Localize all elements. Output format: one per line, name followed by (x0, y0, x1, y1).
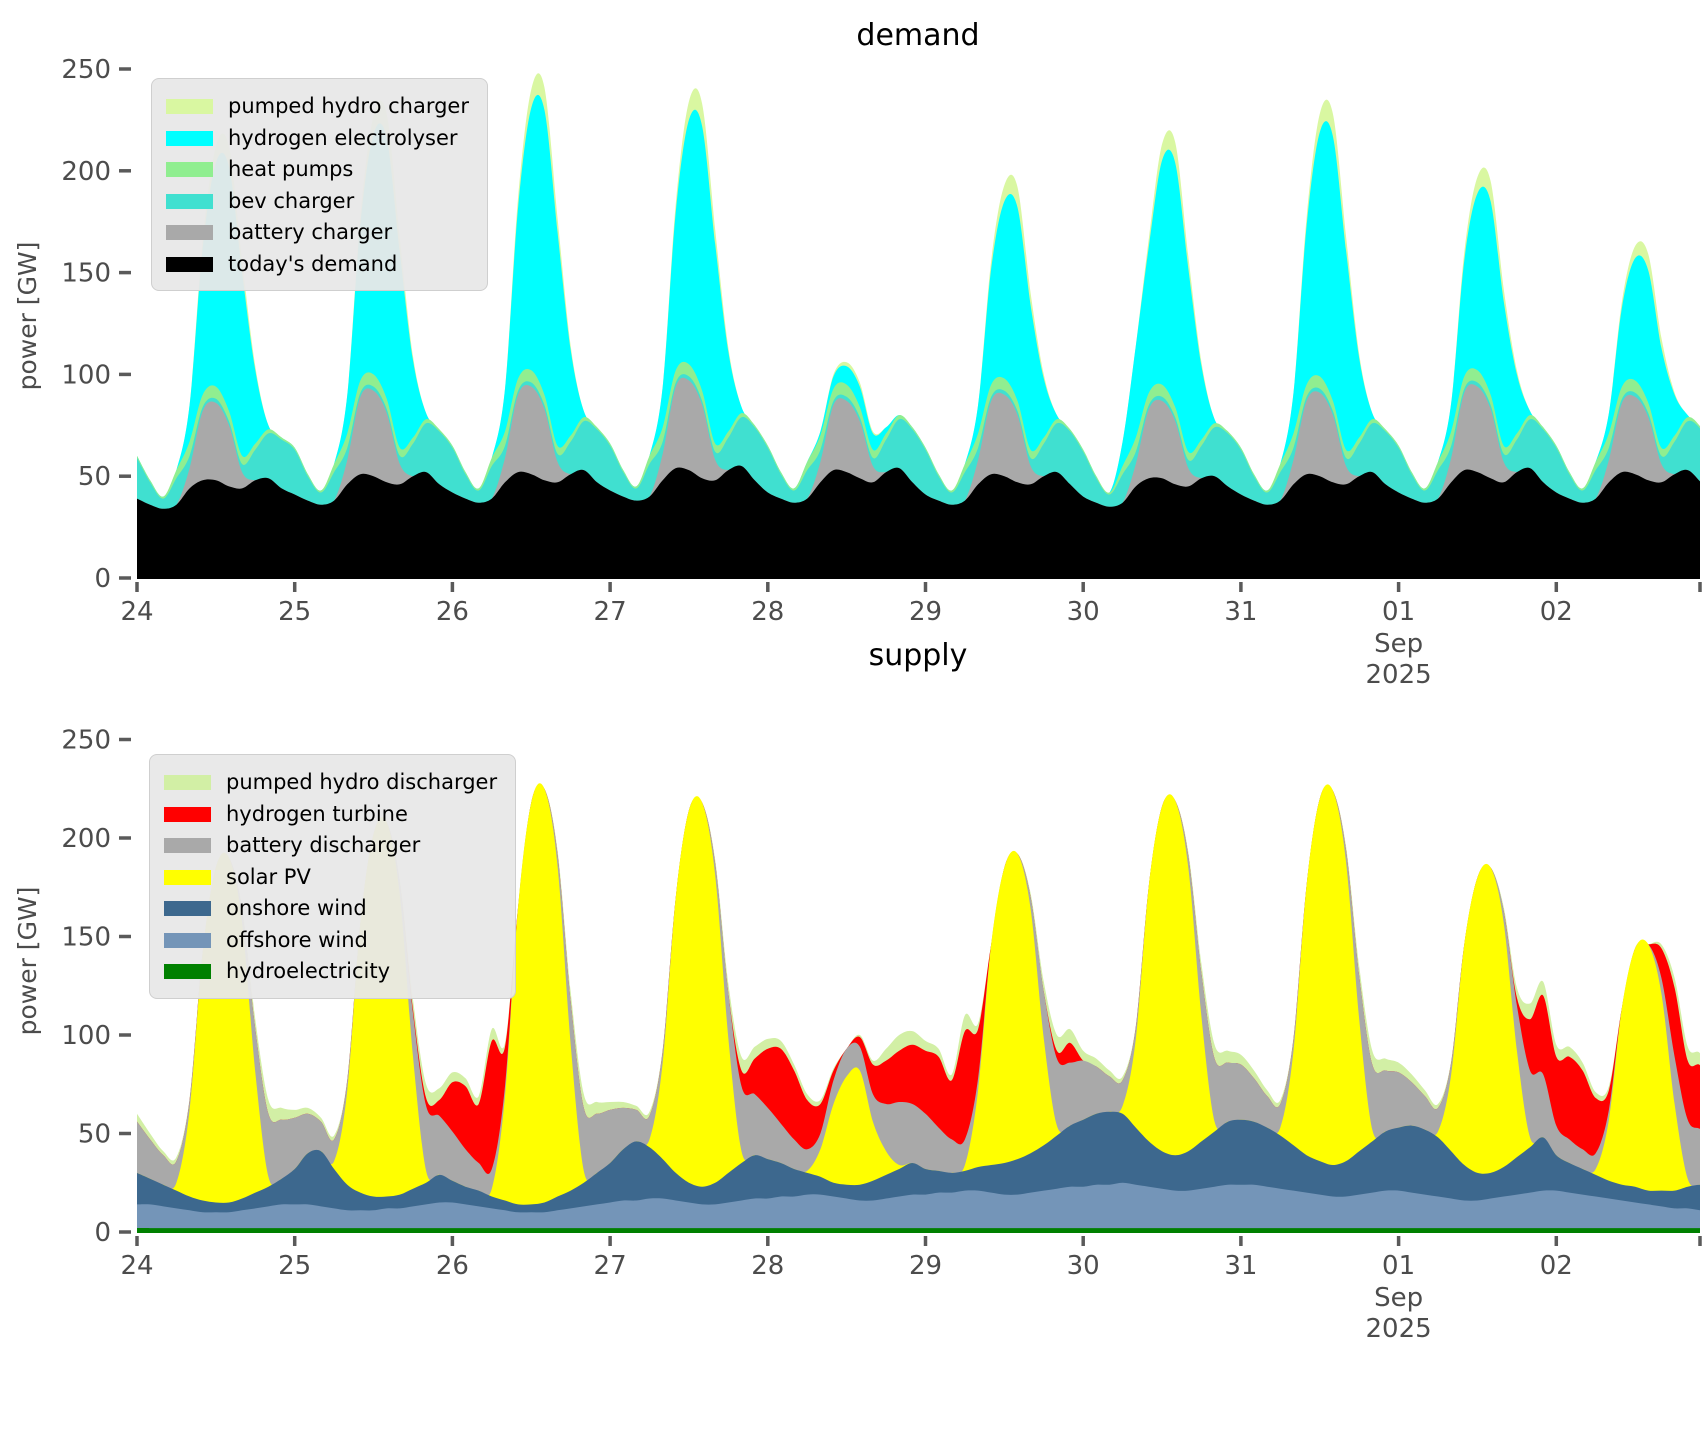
y-tick-label: 150 (61, 259, 111, 289)
x-tick-label: 31 (1224, 597, 1257, 627)
x-tick-sublabel: Sep (1374, 629, 1423, 659)
x-tick-label: 25 (278, 1251, 311, 1281)
legend-label: today's demand (228, 251, 398, 276)
legend-swatch (166, 162, 213, 178)
y-tick-label: 50 (78, 462, 111, 492)
legend-swatch (164, 838, 211, 854)
legend-swatch (166, 99, 213, 115)
x-tick-label: 01 (1382, 1251, 1415, 1281)
legend-item-hydroelectricity: hydroelectricity (164, 956, 497, 988)
legend-label: onshore wind (226, 896, 367, 921)
legend-label: hydroelectricity (226, 959, 391, 984)
legend-item-heat-pumps: heat pumps (166, 154, 469, 186)
area-solar-pv (137, 783, 1700, 1233)
legend-item-solar-pv: solar PV (164, 862, 497, 894)
x-tick-label: 28 (751, 597, 784, 627)
legend-label: offshore wind (226, 927, 368, 952)
y-tick-label: 0 (94, 1218, 111, 1248)
supply-y-axis-label: power [GW] (13, 887, 42, 1036)
y-tick-label: 50 (78, 1120, 111, 1150)
legend-item-bev-charger: bev charger (166, 186, 469, 218)
x-tick-label: 30 (1067, 1251, 1100, 1281)
y-tick-label: 100 (61, 360, 111, 390)
legend-swatch (164, 932, 211, 948)
legend-swatch (166, 193, 213, 209)
y-tick-label: 250 (61, 55, 111, 85)
legend-label: solar PV (226, 864, 311, 889)
x-tick-label: 02 (1540, 1251, 1573, 1281)
legend-swatch (166, 256, 213, 272)
demand-axes-ticks: 0 50 100 150 200 250 24 25 26 27 28 29 30 31 01Sep2025… (61, 55, 1702, 690)
x-tick-label: 29 (909, 597, 942, 627)
legend-item-hydrogen-electrolyser: hydrogen electrolyser (166, 123, 469, 155)
y-tick-label: 250 (61, 726, 111, 756)
x-tick-label: 27 (594, 597, 627, 627)
x-tick-label: 24 (120, 1251, 153, 1281)
supply-stacked-areas (137, 783, 1700, 1233)
legend-label: heat pumps (228, 157, 354, 182)
legend-label: hydrogen electrolyser (228, 125, 458, 150)
legend-label: pumped hydro discharger (226, 770, 498, 795)
supply-chart-title: supply (869, 638, 968, 673)
legend-item-offshore-wind: offshore wind (164, 925, 497, 957)
demand-legend: pumped hydro charger hydrogen electrolyse… (151, 78, 488, 291)
area-offshore-wind (137, 1182, 1700, 1233)
legend-label: pumped hydro charger (228, 94, 469, 119)
legend-item-pumped-hydro-discharger: pumped hydro discharger (164, 767, 497, 799)
demand-y-axis-label: power [GW] (13, 242, 42, 391)
supply-legend: pumped hydro discharger hydrogen turbine b… (149, 754, 517, 999)
x-tick-label: 26 (436, 1251, 469, 1281)
legend-item-hydrogen-turbine: hydrogen turbine (164, 799, 497, 831)
x-tick-label: 02 (1540, 597, 1573, 627)
x-tick-sublabel: Sep (1374, 1283, 1423, 1313)
legend-swatch (164, 964, 211, 980)
legend-label: battery discharger (226, 833, 421, 858)
y-tick-label: 150 (61, 923, 111, 953)
x-tick-sublabel: 2025 (1366, 660, 1432, 690)
demand-stacked-areas (137, 73, 1700, 579)
x-tick-label: 27 (594, 1251, 627, 1281)
y-tick-label: 200 (61, 157, 111, 187)
legend-item-pumped-hydro-charger: pumped hydro charger (166, 91, 469, 123)
legend-label: hydrogen turbine (226, 801, 408, 826)
legend-label: battery charger (228, 220, 393, 245)
legend-swatch (164, 901, 211, 917)
x-tick-label: 26 (436, 597, 469, 627)
x-tick-label: 24 (120, 597, 153, 627)
x-tick-label: 25 (278, 597, 311, 627)
legend-swatch (164, 806, 211, 822)
y-tick-label: 0 (94, 564, 111, 594)
x-tick-label: 28 (751, 1251, 784, 1281)
y-tick-label: 100 (61, 1021, 111, 1051)
legend-label: bev charger (228, 188, 355, 213)
x-tick-label: 30 (1067, 597, 1100, 627)
legend-item-onshore-wind: onshore wind (164, 893, 497, 925)
legend-swatch (166, 225, 213, 241)
area-today-s-demand (137, 465, 1700, 579)
legend-swatch (164, 869, 211, 885)
area-hydroelectricity (137, 1228, 1700, 1233)
x-tick-label: 31 (1224, 1251, 1257, 1281)
demand-chart-title: demand (856, 18, 979, 53)
supply-axes-ticks: 0 50 100 150 200 250 24 25 26 27 28 29 30 31 01Sep2025… (61, 726, 1702, 1344)
legend-swatch (164, 775, 211, 791)
legend-item-battery-charger: battery charger (166, 217, 469, 249)
legend-swatch (166, 130, 213, 146)
legend-item-battery-discharger: battery discharger (164, 830, 497, 862)
x-tick-label: 01 (1382, 597, 1415, 627)
legend-item-today-s-demand: today's demand (166, 249, 469, 281)
y-tick-label: 200 (61, 824, 111, 854)
x-tick-sublabel: 2025 (1366, 1314, 1432, 1344)
x-tick-label: 29 (909, 1251, 942, 1281)
